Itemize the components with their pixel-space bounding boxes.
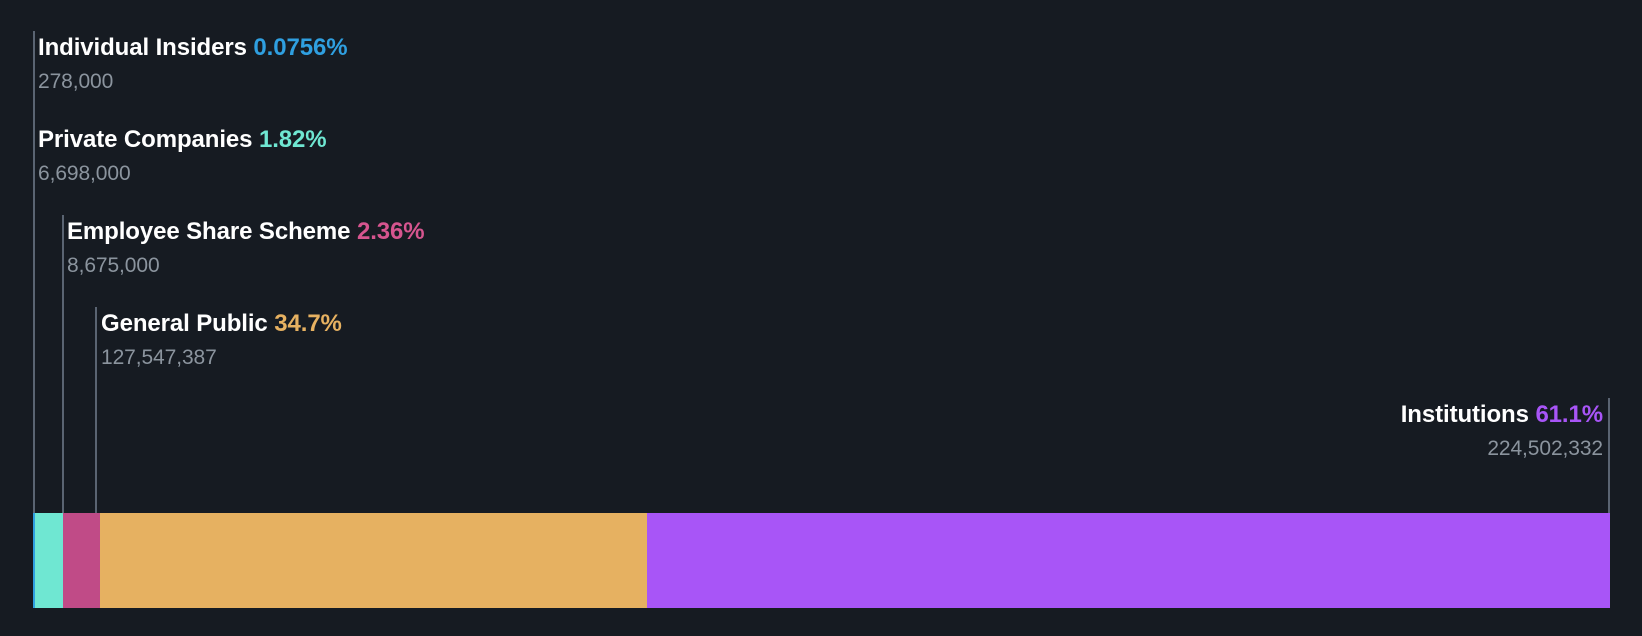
callout-shares-institutions: 224,502,332 — [1487, 437, 1603, 460]
callout-title-individual-insiders: Individual Insiders 0.0756% — [38, 33, 348, 63]
stacked-bar — [33, 513, 1610, 608]
callout-private-companies[interactable]: Private Companies 1.82% 6,698,000 — [38, 125, 327, 188]
callout-label-individual-insiders: Individual Insiders — [38, 34, 247, 61]
callout-institutions[interactable]: Institutions 61.1% 224,502,332 — [1401, 400, 1603, 463]
callout-shares-private-companies: 6,698,000 — [38, 162, 131, 185]
callout-shares-employee-share-scheme: 8,675,000 — [67, 254, 160, 277]
callout-shares-general-public: 127,547,387 — [101, 346, 217, 369]
callout-general-public[interactable]: General Public 34.7% 127,547,387 — [101, 309, 342, 372]
callout-label-employee-share-scheme: Employee Share Scheme — [67, 218, 351, 245]
callout-percent-employee-share-scheme: 2.36% — [356, 218, 425, 245]
callout-shares-individual-insiders: 278,000 — [38, 70, 114, 93]
callout-label-private-companies: Private Companies — [38, 126, 253, 153]
callout-label-general-public: General Public — [101, 310, 268, 337]
bar-segment-private-companies[interactable] — [34, 513, 64, 608]
bar-segment-general-public[interactable] — [100, 513, 648, 608]
callout-employee-share-scheme[interactable]: Employee Share Scheme 2.36% 8,675,000 — [67, 217, 425, 280]
bar-segment-individual-insiders[interactable] — [33, 513, 35, 608]
bar-segment-employee-share-scheme[interactable] — [63, 513, 101, 608]
bar-segment-institutions[interactable] — [647, 513, 1610, 608]
callout-label-institutions: Institutions — [1400, 401, 1529, 428]
callout-percent-general-public: 34.7% — [274, 310, 342, 337]
callout-percent-private-companies: 1.82% — [258, 126, 327, 153]
callout-title-general-public: General Public 34.7% — [101, 309, 342, 339]
callout-percent-individual-insiders: 0.0756% — [253, 34, 348, 61]
callout-percent-institutions: 61.1% — [1535, 401, 1603, 428]
leader-line-institutions — [1608, 398, 1610, 513]
callout-title-private-companies: Private Companies 1.82% — [38, 125, 327, 155]
callout-title-employee-share-scheme: Employee Share Scheme 2.36% — [67, 217, 425, 247]
callout-individual-insiders[interactable]: Individual Insiders 0.0756% 278,000 — [38, 33, 348, 96]
callout-title-institutions: Institutions 61.1% — [1401, 400, 1603, 430]
leader-line-employee-share-scheme — [95, 307, 97, 513]
leader-line-individual-insiders — [33, 31, 35, 513]
leader-line-private-companies — [62, 215, 64, 513]
